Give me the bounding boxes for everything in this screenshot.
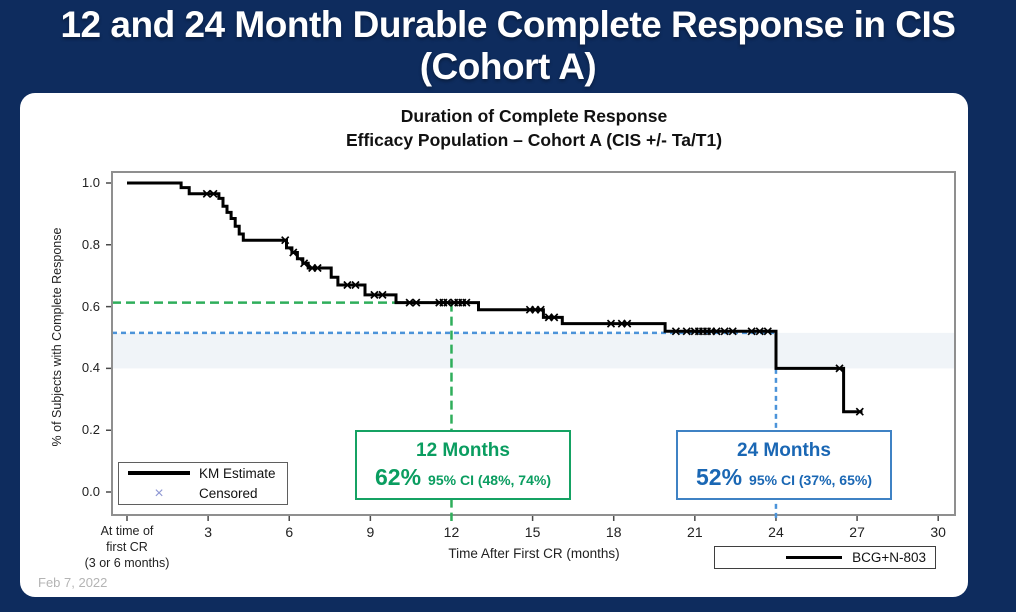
censored-x-icon: × (154, 484, 164, 502)
x-tick-label: 21 (687, 524, 703, 540)
x-tick-label: 27 (849, 524, 865, 540)
annotation-24-value: 52% (696, 463, 743, 490)
x-first-tick-line: first CR (106, 540, 148, 554)
y-tick-label: 0.4 (81, 360, 100, 376)
y-tick-label: 0.2 (81, 422, 100, 438)
slide-title-line2: (Cohort A) (419, 46, 597, 87)
km-legend-label: KM Estimate (199, 465, 276, 481)
x-tick-label: 9 (366, 524, 375, 540)
km-line-sample-icon (128, 471, 190, 476)
series-line-sample-icon (786, 556, 843, 559)
x-axis-title: Time After First CR (months) (448, 546, 620, 561)
annotation-12-title: 12 Months (416, 439, 510, 461)
chart-subtitle: Efficacy Population – Cohort A (CIS +/- … (345, 130, 723, 150)
annotation-12-value: 62% (375, 463, 422, 490)
chart-title: Duration of Complete Response (400, 106, 668, 126)
censored-legend-label: Censored (199, 486, 258, 502)
date-label: Feb 7, 2022 (38, 575, 108, 590)
slide-title-line1: 12 and 24 Month Durable Complete Respons… (60, 4, 956, 45)
annotation-24-months: 24 Months 52% 95% CI (37%, 65%) (676, 430, 892, 500)
x-first-tick-line: (3 or 6 months) (84, 556, 170, 570)
annotation-12-ci: 95% CI (48%, 74%) (428, 471, 551, 488)
x-first-tick-line: At time of (100, 524, 154, 538)
y-tick-label: 0.6 (81, 298, 100, 314)
annotation-24-title: 24 Months (737, 439, 831, 461)
x-tick-label: 18 (605, 524, 622, 540)
km-legend: KM Estimate × Censored (118, 462, 288, 505)
x-tick-label: 12 (443, 524, 460, 540)
x-tick-label: 24 (768, 524, 784, 540)
chart-card (20, 93, 968, 597)
x-tick-label: 3 (204, 524, 212, 540)
x-tick-label: 6 (285, 524, 294, 540)
x-tick-label: 30 (930, 524, 946, 540)
y-axis-title: % of Subjects with Complete Response (50, 227, 64, 447)
annotation-12-months: 12 Months 62% 95% CI (48%, 74%) (355, 430, 571, 500)
y-tick-label: 0.8 (81, 236, 100, 252)
y-tick-label: 0.0 (81, 484, 100, 499)
y-tick-label: 1.0 (81, 175, 100, 190)
series-legend: BCG+N-803 (714, 546, 936, 569)
slide-title: 12 and 24 Month Durable Complete Respons… (0, 4, 1016, 88)
series-legend-label: BCG+N-803 (852, 550, 926, 565)
x-tick-label: 15 (524, 524, 541, 540)
annotation-24-ci: 95% CI (37%, 65%) (749, 471, 872, 488)
